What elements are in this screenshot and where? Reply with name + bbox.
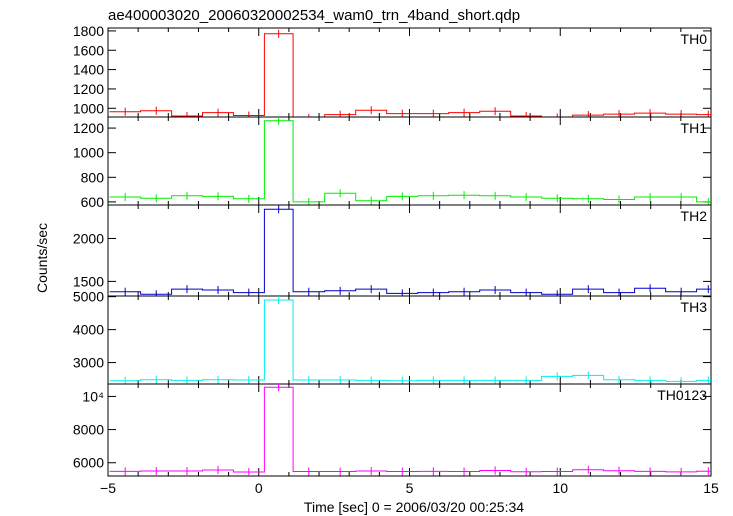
y-tick-label: 800	[81, 169, 105, 185]
panel-frame	[107, 204, 712, 297]
series-line	[109, 208, 711, 295]
panel-frame	[107, 295, 712, 385]
panels-group: 1000 1200 1400 1600 1800 TH0 600 800 1000 1200 TH1…	[73, 23, 712, 477]
panel-th3: 3000 4000 5000 TH3	[73, 289, 712, 385]
x-axis: −5 0 5 10 15	[100, 480, 719, 496]
panel-th0: 1000 1200 1400 1600 1800 TH0	[73, 23, 712, 118]
panel-th0123: 6000 8000 10⁴ TH0123	[73, 383, 712, 477]
x-tick-label: −5	[100, 480, 116, 496]
y-tick-label: 6000	[73, 455, 104, 471]
x-axis-label: Time [sec] 0 = 2006/03/20 00:25:34	[304, 499, 524, 515]
y-tick-label: 1000	[73, 100, 104, 116]
series-line	[109, 386, 711, 473]
panel-th1: 600 800 1000 1200 TH1	[73, 116, 712, 210]
panel-label: TH0123	[657, 387, 707, 403]
y-tick-label: 3000	[73, 355, 104, 371]
series-line	[109, 120, 711, 203]
x-tick-label: 10	[552, 480, 568, 496]
panel-frame	[107, 383, 712, 477]
y-tick-label: 1800	[73, 23, 104, 39]
y-tick-label: 8000	[73, 422, 104, 438]
panel-th2: 1500 2000 TH2	[73, 204, 712, 297]
y-tick-label: 1500	[73, 273, 104, 289]
y-tick-label: 2000	[73, 230, 104, 246]
chart-title: ae400003020_20060320002534_wam0_trn_4ban…	[108, 7, 520, 24]
panel-frame	[107, 27, 712, 118]
y-tick-label: 600	[81, 194, 105, 210]
y-tick-label: 1600	[73, 42, 104, 58]
panel-label: TH2	[681, 208, 708, 224]
series-line	[109, 33, 711, 117]
y-tick-label: 1200	[73, 120, 104, 136]
y-tick-label: 5000	[73, 289, 104, 305]
panel-label: TH3	[681, 299, 708, 315]
y-tick-label: 1200	[73, 81, 104, 97]
y-tick-label: 1000	[73, 145, 104, 161]
panel-label: TH1	[681, 120, 708, 136]
x-tick-label: 0	[255, 480, 263, 496]
panel-frame	[107, 116, 712, 206]
series-line	[109, 299, 711, 382]
y-tick-label: 10⁴	[82, 388, 104, 404]
x-tick-label: 15	[703, 480, 719, 496]
x-tick-label: 5	[406, 480, 414, 496]
y-tick-label: 1400	[73, 62, 104, 78]
y-tick-label: 4000	[73, 322, 104, 338]
panel-label: TH0	[681, 31, 708, 47]
y-axis-label: Counts/sec	[34, 223, 50, 293]
